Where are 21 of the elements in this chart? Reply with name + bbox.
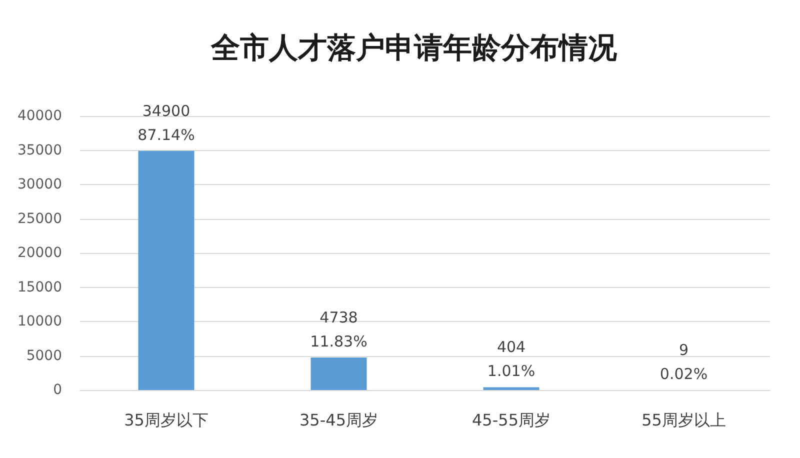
bar — [138, 150, 194, 390]
y-tick-label: 15000 — [17, 279, 62, 296]
y-tick-label: 10000 — [17, 314, 62, 330]
data-label: 404 1.01% — [487, 338, 536, 380]
y-tick-label: 40000 — [17, 108, 62, 124]
bar — [483, 387, 540, 390]
x-tick-label: 35-45周岁 — [300, 410, 378, 430]
x-tick-label: 35周岁以下 — [124, 410, 208, 430]
x-tick-label: 45-55周岁 — [472, 410, 550, 430]
data-label: 9 0.02% — [660, 340, 708, 383]
y-tick-label: 35000 — [17, 142, 62, 158]
bar — [310, 358, 367, 390]
y-tick-label: 30000 — [17, 176, 62, 192]
x-tick-label: 55周岁以上 — [642, 410, 726, 430]
data-label: 4738 11.83% — [310, 308, 368, 351]
y-tick-label: 20000 — [17, 245, 62, 261]
y-tick-label: 0 — [53, 382, 62, 398]
data-label: 34900 87.14% — [138, 102, 195, 144]
y-tick-label: 5000 — [26, 348, 62, 364]
chart-title: 全市人才落户申请年龄分布情况 — [210, 30, 618, 64]
y-tick-label: 25000 — [17, 210, 62, 227]
